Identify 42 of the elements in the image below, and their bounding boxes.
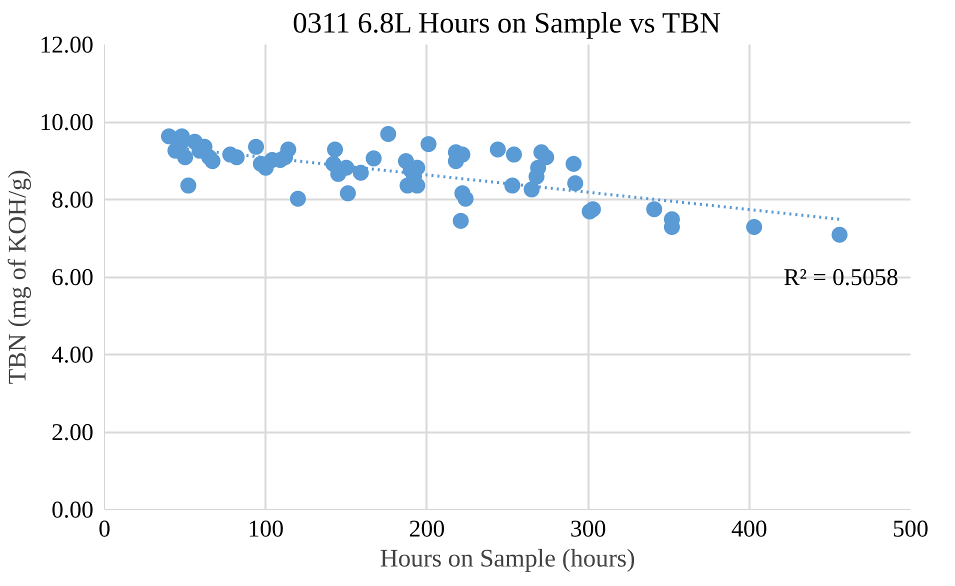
x-tick-label: 100 bbox=[248, 516, 284, 542]
point bbox=[504, 178, 520, 194]
point bbox=[832, 226, 848, 243]
y-tick-label: 8.00 bbox=[52, 188, 94, 214]
y-tick-label: 6.00 bbox=[52, 265, 94, 291]
y-tick-label: 12.00 bbox=[40, 32, 94, 58]
point bbox=[584, 201, 601, 218]
point bbox=[204, 153, 221, 170]
point bbox=[352, 164, 369, 181]
x-tick-label: 0 bbox=[98, 516, 110, 542]
point bbox=[458, 190, 474, 207]
point bbox=[380, 126, 396, 142]
point bbox=[490, 142, 506, 158]
point bbox=[180, 178, 196, 194]
x-axis-title: Hours on Sample (hours) bbox=[380, 544, 636, 572]
point bbox=[248, 138, 264, 155]
point bbox=[746, 219, 762, 235]
point bbox=[228, 149, 245, 166]
point bbox=[420, 136, 437, 152]
point bbox=[506, 146, 522, 163]
point bbox=[566, 156, 582, 172]
point bbox=[646, 201, 662, 218]
y-tick-label: 10.00 bbox=[40, 110, 94, 136]
point bbox=[366, 150, 382, 166]
x-tick-label: 300 bbox=[570, 516, 606, 542]
y-tick-label: 2.00 bbox=[52, 420, 94, 446]
chart-title: 0311 6.8L Hours on Sample vs TBN bbox=[292, 8, 721, 40]
y-tick-label: 4.00 bbox=[52, 342, 94, 368]
point bbox=[177, 149, 194, 166]
point bbox=[538, 149, 554, 166]
annotation: R² = 0.5058 bbox=[784, 264, 898, 291]
x-tick-label: 500 bbox=[892, 516, 928, 542]
point bbox=[280, 142, 296, 158]
y-axis-title: TBN (mg of KOH/g) bbox=[4, 170, 32, 384]
y-tick-label: 0.00 bbox=[52, 498, 94, 524]
point bbox=[567, 175, 584, 192]
x-tick-label: 400 bbox=[731, 516, 768, 542]
point bbox=[327, 142, 344, 158]
point bbox=[340, 185, 356, 202]
point bbox=[290, 190, 306, 207]
point bbox=[452, 212, 469, 229]
x-tick-label: 200 bbox=[408, 516, 445, 542]
